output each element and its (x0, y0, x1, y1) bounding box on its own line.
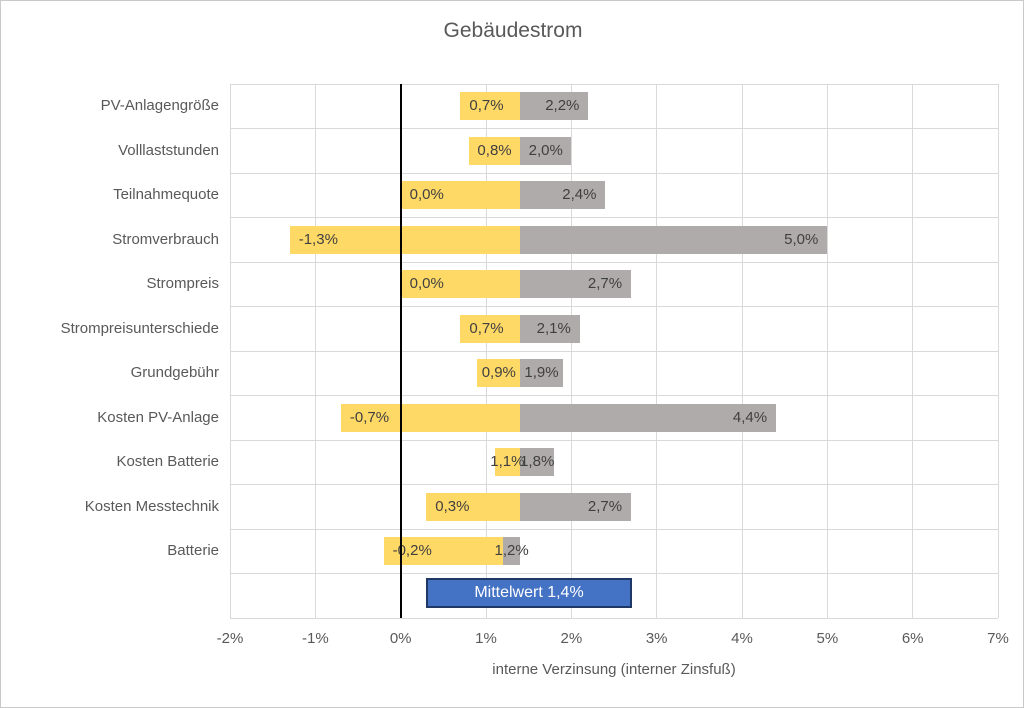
bar-high-segment (520, 270, 632, 299)
bar-high-segment (520, 448, 555, 477)
bar-high-segment (520, 403, 777, 432)
category-label: Kosten PV-Anlage (97, 408, 219, 426)
x-tick-label: -2% (216, 630, 244, 647)
bar-high-label: 2,7% (587, 275, 623, 293)
gridline-horizontal (230, 528, 998, 530)
bar-high-label: 2,4% (562, 186, 597, 204)
category-label: Stromverbrauch (112, 230, 219, 248)
gridline-vertical (997, 84, 999, 618)
gridline-horizontal (230, 395, 998, 396)
gridline-horizontal (230, 128, 998, 129)
gridline-horizontal (230, 217, 998, 218)
category-label: Strompreis (146, 275, 219, 292)
gridline-horizontal (230, 573, 998, 574)
bar-low-label: 0,0% (409, 275, 444, 293)
gridline-horizontal (230, 172, 998, 174)
x-tick-label: -1% (301, 630, 329, 647)
x-tick-label: 5% (816, 630, 839, 647)
bar-high-segment (520, 136, 572, 165)
category-label: Teilnahmequote (113, 186, 219, 203)
x-tick-label: 3% (645, 630, 668, 647)
bar-high-segment (520, 359, 563, 388)
bar-high-segment (503, 537, 521, 566)
gridline-horizontal (230, 306, 998, 307)
bar-high-label: 1,8% (520, 453, 555, 471)
bar-low-segment (477, 359, 521, 388)
category-label: Grundgebühr (130, 364, 219, 381)
bar-low-label: 1,1% (490, 453, 525, 471)
zero-axis-line (399, 84, 402, 618)
gridline-horizontal (230, 350, 998, 352)
gridline-horizontal (230, 617, 998, 619)
chart-title: Gebäudestrom (443, 19, 583, 42)
category-label: PV-Anlagengröße (100, 97, 219, 114)
category-label: Volllaststunden (118, 141, 219, 159)
bar-low-segment (400, 270, 521, 299)
x-tick-label: 4% (731, 630, 753, 647)
gridline-horizontal (230, 83, 998, 85)
bar-low-segment (460, 92, 521, 121)
category-label: Kosten Messtechnik (84, 497, 219, 515)
gridline-horizontal (230, 439, 998, 441)
bar-high-label: 2,7% (587, 497, 623, 515)
bar-low-label: 0,7% (469, 319, 504, 337)
bar-high-label: 5,0% (784, 230, 819, 248)
bar-high-segment (520, 92, 589, 121)
mean-value-box: Mittelwert 1,4% (426, 578, 632, 608)
bar-low-segment (383, 537, 504, 566)
x-tick-label: 7% (987, 630, 1009, 647)
bar-low-label: 0,7% (469, 97, 504, 115)
bar-low-segment (468, 136, 521, 165)
bar-high-label: 1,9% (524, 364, 559, 382)
bar-high-label: 2,0% (528, 141, 563, 159)
bar-low-label: 0,9% (481, 364, 516, 382)
category-label: Batterie (167, 542, 219, 559)
bar-low-label: 0,0% (409, 186, 444, 204)
gridline-horizontal (230, 484, 998, 485)
bar-high-label: 4,4% (732, 408, 768, 426)
x-tick-label: 0% (389, 630, 412, 647)
bar-high-segment (520, 181, 606, 210)
x-tick-label: 2% (560, 630, 583, 647)
bar-high-segment (520, 225, 828, 254)
bar-low-label: 0,3% (435, 497, 470, 515)
bar-high-label: 2,1% (536, 319, 571, 337)
bar-low-segment (494, 448, 521, 477)
bar-low-segment (289, 225, 521, 254)
bar-low-label: -1,3% (298, 230, 338, 248)
x-axis-title: interne Verzinsung (interner Zinsfuß) (492, 661, 736, 678)
bar-low-label: 0,8% (477, 141, 512, 159)
bar-low-segment (400, 181, 521, 210)
bar-low-segment (340, 403, 521, 432)
category-label: Strompreisunterschiede (60, 319, 219, 337)
bar-high-segment (520, 314, 580, 343)
category-label: Kosten Batterie (116, 453, 219, 470)
bar-high-label: 1,2% (494, 542, 529, 560)
bar-low-label: -0,2% (392, 542, 432, 560)
bar-high-label: 2,2% (545, 97, 580, 115)
bar-low-segment (460, 314, 521, 343)
bar-low-label: -0,7% (349, 408, 390, 426)
x-tick-label: 6% (901, 630, 924, 647)
gridline-horizontal (230, 261, 998, 263)
bar-low-segment (426, 492, 521, 521)
x-tick-label: 1% (475, 630, 497, 647)
bar-high-segment (520, 492, 632, 521)
